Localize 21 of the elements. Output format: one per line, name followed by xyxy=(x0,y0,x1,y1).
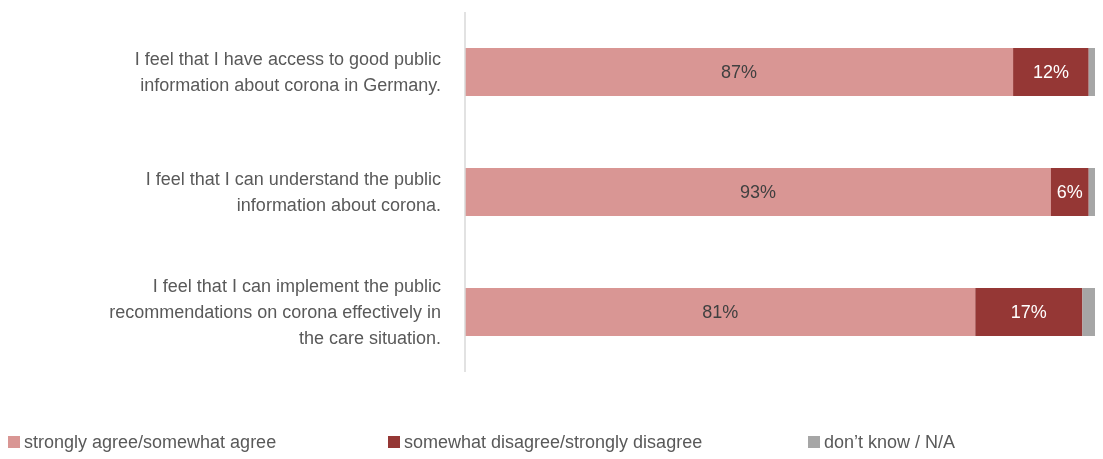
data-label: 81% xyxy=(702,302,739,323)
bar xyxy=(1082,288,1095,336)
data-label: 6% xyxy=(1056,182,1083,203)
data-label: 87% xyxy=(721,62,758,83)
y-tick-label: I feel that I can understand the public information about corona. xyxy=(145,169,441,216)
legend-label: somewhat disagree/strongly disagree xyxy=(404,432,703,453)
bar xyxy=(975,288,1083,336)
data-label: 17% xyxy=(1010,302,1047,323)
legend-label: strongly agree/somewhat agree xyxy=(24,432,277,453)
bar xyxy=(465,168,1051,216)
y-tick-label: I feel that I can implement the public recommendations on corona effectively in the care situation. xyxy=(109,276,441,349)
bar xyxy=(465,48,1014,96)
data-label: 12% xyxy=(1032,62,1069,83)
bar xyxy=(1088,168,1095,216)
bar xyxy=(1088,48,1095,96)
y-tick-label: I feel that I have access to good public information about corona in Germany. xyxy=(134,49,441,96)
legend-label: don’t know / N/A xyxy=(824,432,956,453)
data-label: 93% xyxy=(739,182,776,203)
bar xyxy=(1050,168,1089,216)
bar xyxy=(1013,48,1089,96)
bar xyxy=(465,288,976,336)
